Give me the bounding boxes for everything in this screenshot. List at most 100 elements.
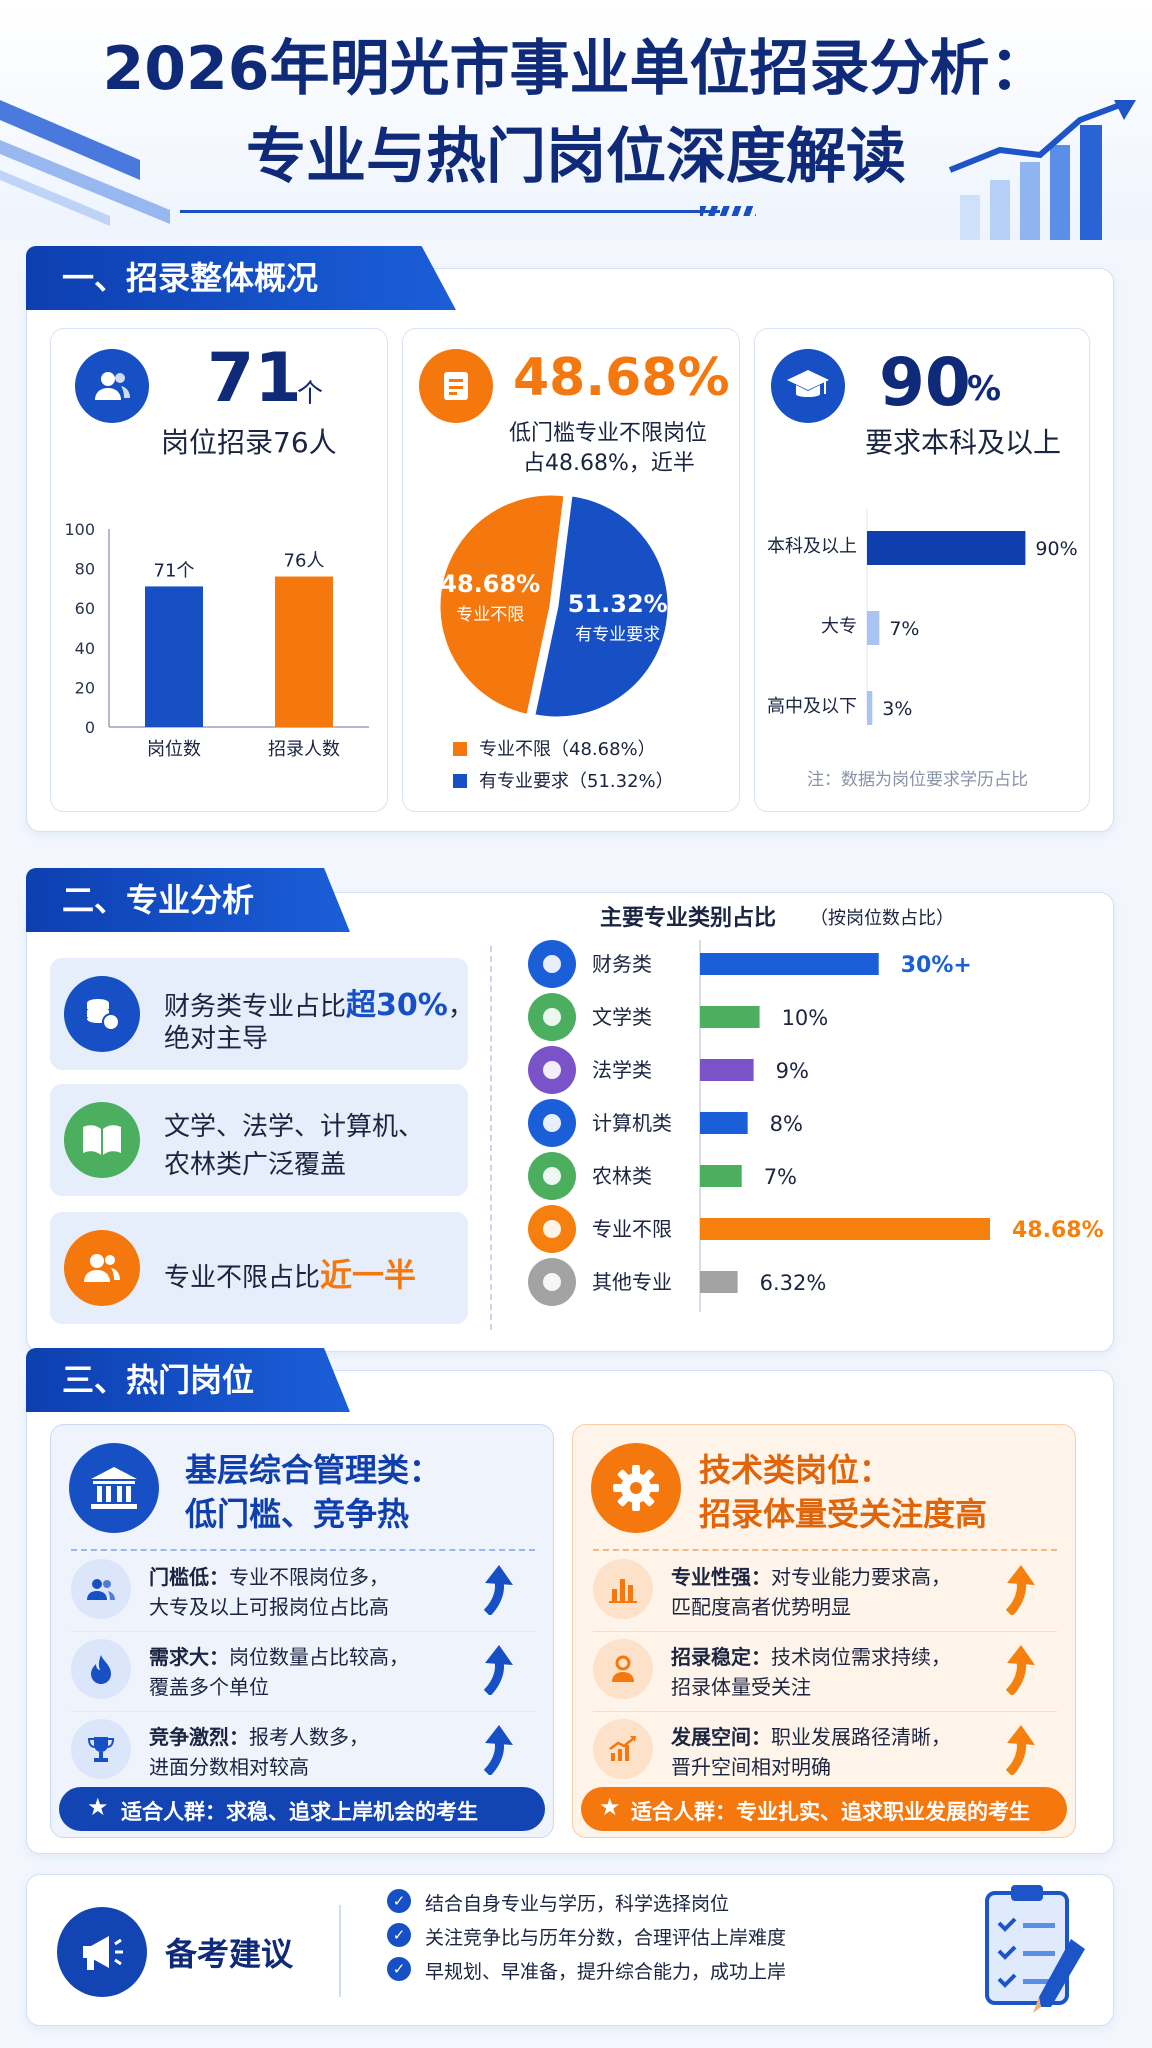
section1-heading: 一、招录整体概况 xyxy=(26,246,456,310)
technical-item3-text2: 晋升空间相对明确 xyxy=(671,1755,831,1779)
major-point-finance: 财务类专业占比超30%， 绝对主导 xyxy=(50,958,474,1070)
unrestricted-ratio: 48.68% xyxy=(513,348,730,408)
bar-1 xyxy=(700,953,879,975)
grassroots-item2-text2: 覆盖多个单位 xyxy=(149,1675,269,1699)
check-icon: ✓ xyxy=(387,1889,411,1913)
bar-value-label: 8% xyxy=(770,1112,803,1136)
pie-slice-1 xyxy=(532,493,671,720)
major-pie-chart: 51.32% 有专业要求 48.68% 专业不限 xyxy=(437,492,671,720)
gear-icon xyxy=(591,1443,681,1533)
graduation-cap-icon xyxy=(771,349,845,423)
users-icon xyxy=(75,349,149,423)
clipboard-checklist-icon xyxy=(985,1885,1085,2013)
pie-slice-2 xyxy=(437,492,567,718)
book-icon xyxy=(64,1102,140,1178)
major-point-coverage: 文学、法学、计算机、 农林类广泛覆盖 xyxy=(50,1084,468,1196)
grassroots-item2-label: 需求大： xyxy=(149,1645,229,1669)
blue-up-arrow-icon xyxy=(483,1565,513,1615)
finance-text-highlight: 超30% xyxy=(346,988,448,1023)
major-chart-subtitle: （按岗位数占比） xyxy=(810,908,954,929)
bar-6 xyxy=(700,1218,990,1240)
page-title-line1: 2026年明光市事业单位招录分析： xyxy=(102,34,1050,104)
technical-item1-text2: 匹配度高者优势明显 xyxy=(671,1595,851,1619)
people-icon xyxy=(64,1230,140,1306)
technical-row-divider xyxy=(593,1631,1057,1632)
education-caption: 要求本科及以上 xyxy=(865,426,1062,459)
government-building-icon xyxy=(69,1443,159,1533)
grassroots-item2-text1: 岗位数量占比较高， xyxy=(229,1645,409,1669)
header-left-decoration xyxy=(0,100,170,226)
grassroots-item3-text1: 报考人数多， xyxy=(249,1725,369,1749)
grassroots-item1-label: 门槛低： xyxy=(149,1565,229,1589)
technical-title-divider xyxy=(593,1549,1057,1551)
unrestricted-caption-line1: 低门槛专业不限岗位 xyxy=(509,421,708,446)
grassroots-item3-label: 竞争激烈： xyxy=(149,1725,249,1749)
advice-item-1: 结合自身专业与学历，科学选择岗位 xyxy=(425,1893,730,1915)
people-icon-glyph xyxy=(543,1220,561,1238)
y-tick-label: 0 xyxy=(85,718,95,737)
unrestricted-text-pre: 专业不限占比 xyxy=(164,1263,321,1293)
x-tick-label: 岗位数 xyxy=(147,739,201,760)
star-icon: ★ xyxy=(599,1793,621,1821)
education-unit: % xyxy=(967,369,1002,409)
grassroots-audience-text: 适合人群：求稳、追求上岸机会的考生 xyxy=(121,1800,478,1824)
pie-value-label: 48.68% xyxy=(440,570,540,598)
grassroots-panel: 基层综合管理类： 低门槛、竞争热 门槛低：专业不限岗位多， 大专及以上可报岗位占… xyxy=(50,1424,554,1838)
category-label: 大专 xyxy=(821,616,857,637)
orange-up-arrow-icon xyxy=(1005,1565,1035,1615)
coverage-text-line1: 文学、法学、计算机、 xyxy=(164,1112,425,1142)
bar-value-label: 7% xyxy=(889,618,919,640)
star-icon: ★ xyxy=(87,1793,109,1821)
technical-item2-text1: 技术岗位需求持续， xyxy=(771,1645,951,1669)
overview-unrestricted-card: 48.68% 低门槛专业不限岗位 占48.68%，近半 51.32% 有专业要求 4… xyxy=(402,328,740,812)
advice-divider xyxy=(339,1905,341,1997)
education-note: 注：数据为岗位要求学历占比 xyxy=(807,770,1028,790)
advice-title: 备考建议 xyxy=(165,1935,294,1973)
finance-text-post: ， xyxy=(447,992,474,1022)
positions-count: 71 xyxy=(207,339,302,418)
x-tick-label: 招录人数 xyxy=(268,739,340,760)
technical-item3-label: 发展空间： xyxy=(671,1725,771,1749)
bar-value-label: 6.32% xyxy=(760,1271,827,1295)
blue-up-arrow-icon xyxy=(483,1725,513,1775)
header: 2026年明光市事业单位招录分析： 专业与热门岗位深度解读 xyxy=(0,0,1152,240)
category-label: 农林类 xyxy=(592,1164,652,1188)
section3-heading: 三、热门岗位 xyxy=(26,1348,350,1412)
bar-7 xyxy=(700,1271,738,1293)
legend-label-unrestricted: 专业不限（48.68%） xyxy=(479,739,656,760)
page-title-line2: 专业与热门岗位深度解读 xyxy=(246,122,906,192)
title-underline xyxy=(180,210,720,213)
document-icon xyxy=(419,349,493,423)
technical-panel: 技术类岗位： 招录体量受关注度高 专业性强：对专业能力要求高， 匹配度高者优势明… xyxy=(572,1424,1076,1838)
overview-education-card: 90 % 要求本科及以上 本科及以上 90% 大专 7% 高中及以下 3% 注：数据为岗位… xyxy=(754,328,1090,812)
positions-caption: 岗位招录76人 xyxy=(161,426,337,459)
advice-item-2: 关注竞争比与历年分数，合理评估上岸难度 xyxy=(425,1927,787,1949)
technical-title-line1: 技术类岗位： xyxy=(699,1451,892,1489)
pie-category-label: 有专业要求 xyxy=(575,625,660,645)
overview-positions-card: 71 个 岗位招录76人 100 80 60 40 20 0 71个 岗位数 76人 招录人数 xyxy=(50,328,388,812)
category-label: 财务类 xyxy=(592,952,652,976)
unrestricted-text-highlight: 近一半 xyxy=(320,1256,417,1294)
grassroots-row-divider xyxy=(71,1711,535,1712)
flame-icon xyxy=(71,1639,131,1699)
category-label: 文学类 xyxy=(592,1005,652,1029)
category-label: 高中及以下 xyxy=(767,696,857,717)
y-tick-label: 80 xyxy=(75,560,95,579)
bar-4 xyxy=(700,1112,748,1134)
bar-2 xyxy=(275,576,333,727)
grassroots-item1-text2: 大专及以上可报岗位占比高 xyxy=(149,1595,389,1619)
bar-value-label: 71个 xyxy=(154,560,195,581)
technical-item2-label: 招录稳定： xyxy=(671,1645,771,1669)
coverage-text-line2: 农林类广泛覆盖 xyxy=(164,1150,347,1180)
bar-1 xyxy=(145,586,203,727)
finance-text-pre: 财务类专业占比 xyxy=(164,992,347,1022)
advice-item-3: 早规划、早准备，提升综合能力，成功上岸 xyxy=(425,1961,787,1983)
bar-5 xyxy=(700,1165,742,1187)
positions-unit: 个 xyxy=(297,379,324,409)
grassroots-item1-text1: 专业不限岗位多， xyxy=(229,1565,389,1589)
growth-chart-decoration xyxy=(948,100,1136,240)
bar-chart-icon xyxy=(593,1559,653,1619)
y-tick-label: 60 xyxy=(75,599,95,618)
orange-up-arrow-icon xyxy=(1005,1725,1035,1775)
technical-item1-text1: 对专业能力要求高， xyxy=(771,1565,951,1589)
